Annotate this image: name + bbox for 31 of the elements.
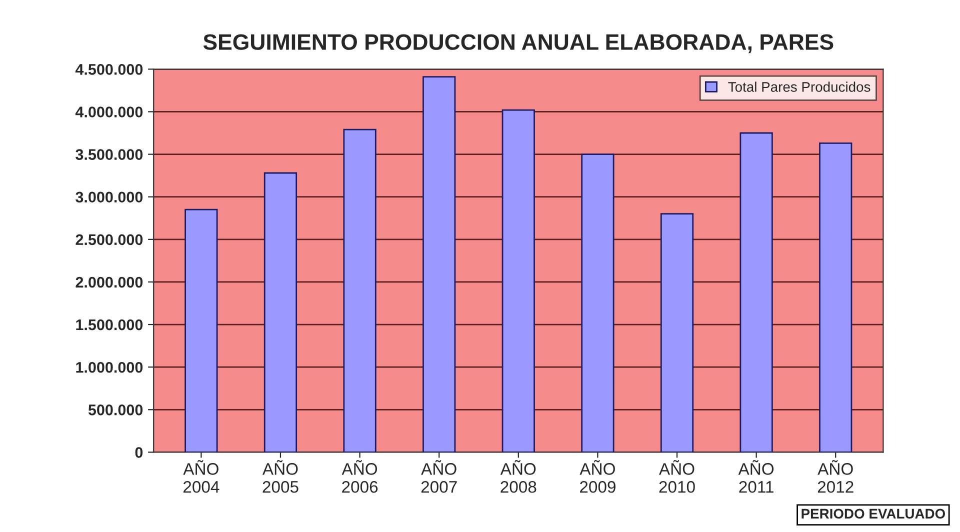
bar (819, 142, 852, 452)
bar (264, 172, 298, 452)
y-tick-label: 1.000.000 (76, 362, 143, 373)
bar (422, 76, 456, 452)
x-tick-label: AÑO 2011 (738, 460, 774, 493)
x-tick-label: AÑO 2004 (183, 460, 220, 493)
chart-title: SEGUIMIENTO PRODUCCION ANUAL ELABORADA, PARES (203, 34, 834, 54)
y-tick-label: 1.500.000 (76, 319, 143, 330)
y-tick-label: 2.500.000 (76, 234, 143, 246)
x-tick-label: AÑO 2005 (262, 460, 298, 493)
bar (502, 109, 535, 452)
bar (740, 132, 773, 452)
x-tick-label: AÑO 2009 (580, 460, 616, 493)
y-tick-label: 3.000.000 (76, 192, 143, 203)
y-tick-label: 500.000 (88, 404, 143, 416)
bar (660, 213, 694, 452)
x-tick-label: AÑO 2010 (658, 460, 695, 493)
y-tick-label: 3.500.000 (76, 149, 143, 160)
bar (343, 128, 376, 452)
x-tick-label: AÑO 2007 (421, 460, 457, 493)
y-tick-label: 4.000.000 (75, 106, 143, 118)
legend-label: Total Pares Producidos (728, 82, 870, 92)
bar (184, 208, 218, 452)
x-tick-label: AÑO 2012 (818, 460, 854, 493)
y-tick-label: 4.500.000 (75, 64, 143, 75)
x-tick-label: AÑO 2006 (342, 460, 378, 493)
y-tick-label: 0 (135, 447, 143, 458)
x-tick-label: AÑO 2008 (500, 460, 536, 493)
text: PERIODO EVALUADO (802, 508, 946, 519)
bar (581, 154, 614, 452)
y-tick-label: 2.000.000 (76, 276, 143, 288)
